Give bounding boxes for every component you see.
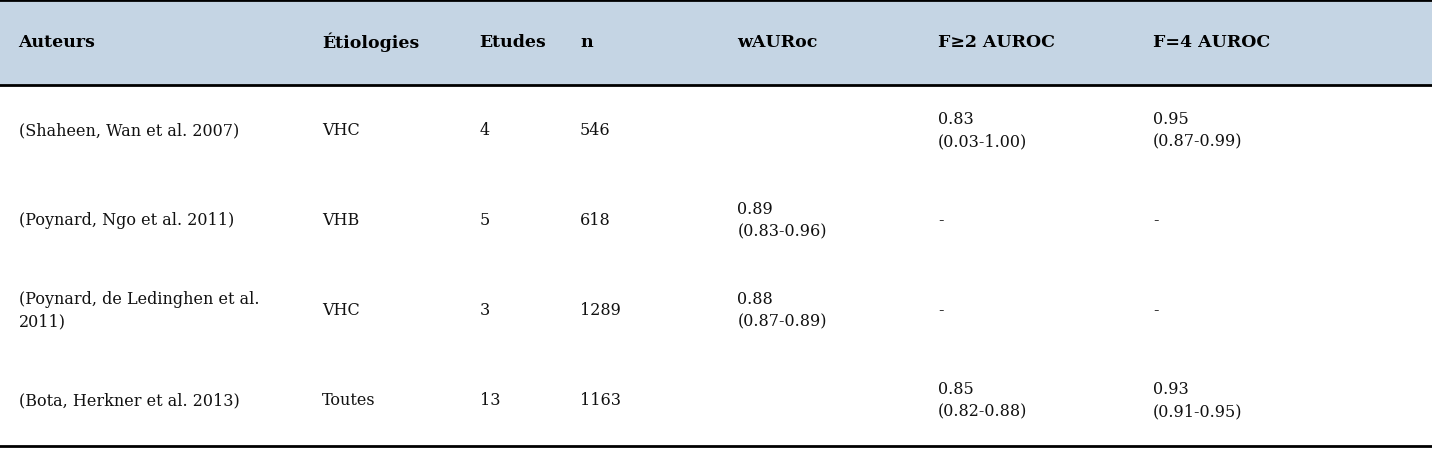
Text: VHC: VHC (322, 122, 359, 139)
Text: (Shaheen, Wan et al. 2007): (Shaheen, Wan et al. 2007) (19, 122, 239, 139)
Text: 5: 5 (480, 212, 490, 229)
Text: 546: 546 (580, 122, 610, 139)
Text: 0.85
(0.82-0.88): 0.85 (0.82-0.88) (938, 381, 1027, 421)
Text: 13: 13 (480, 392, 500, 409)
Text: Etudes: Etudes (480, 34, 547, 51)
Text: (Poynard, de Ledinghen et al.
2011): (Poynard, de Ledinghen et al. 2011) (19, 291, 259, 331)
Text: -: - (1153, 302, 1158, 319)
Text: wAURoc: wAURoc (737, 34, 818, 51)
Text: 0.95
(0.87-0.99): 0.95 (0.87-0.99) (1153, 110, 1243, 151)
Text: Auteurs: Auteurs (19, 34, 96, 51)
Text: VHC: VHC (322, 302, 359, 319)
Text: 618: 618 (580, 212, 610, 229)
Text: -: - (938, 212, 944, 229)
Text: n: n (580, 34, 593, 51)
Text: (Poynard, Ngo et al. 2011): (Poynard, Ngo et al. 2011) (19, 212, 233, 229)
Text: Toutes: Toutes (322, 392, 375, 409)
Text: 0.88
(0.87-0.89): 0.88 (0.87-0.89) (737, 291, 828, 331)
Text: 0.83
(0.03-1.00): 0.83 (0.03-1.00) (938, 110, 1027, 151)
Text: Étiologies: Étiologies (322, 33, 420, 53)
Text: 0.93
(0.91-0.95): 0.93 (0.91-0.95) (1153, 381, 1243, 421)
Bar (0, 85, 1432, 453)
Text: F=4 AUROC: F=4 AUROC (1153, 34, 1270, 51)
Text: 3: 3 (480, 302, 490, 319)
Bar (0, 0, 1432, 85)
Text: -: - (938, 302, 944, 319)
Text: 1163: 1163 (580, 392, 621, 409)
Text: 0.89
(0.83-0.96): 0.89 (0.83-0.96) (737, 201, 828, 241)
Text: 4: 4 (480, 122, 490, 139)
Text: (Bota, Herkner et al. 2013): (Bota, Herkner et al. 2013) (19, 392, 239, 409)
Text: 1289: 1289 (580, 302, 621, 319)
Text: -: - (1153, 212, 1158, 229)
Text: F≥2 AUROC: F≥2 AUROC (938, 34, 1055, 51)
Text: VHB: VHB (322, 212, 359, 229)
